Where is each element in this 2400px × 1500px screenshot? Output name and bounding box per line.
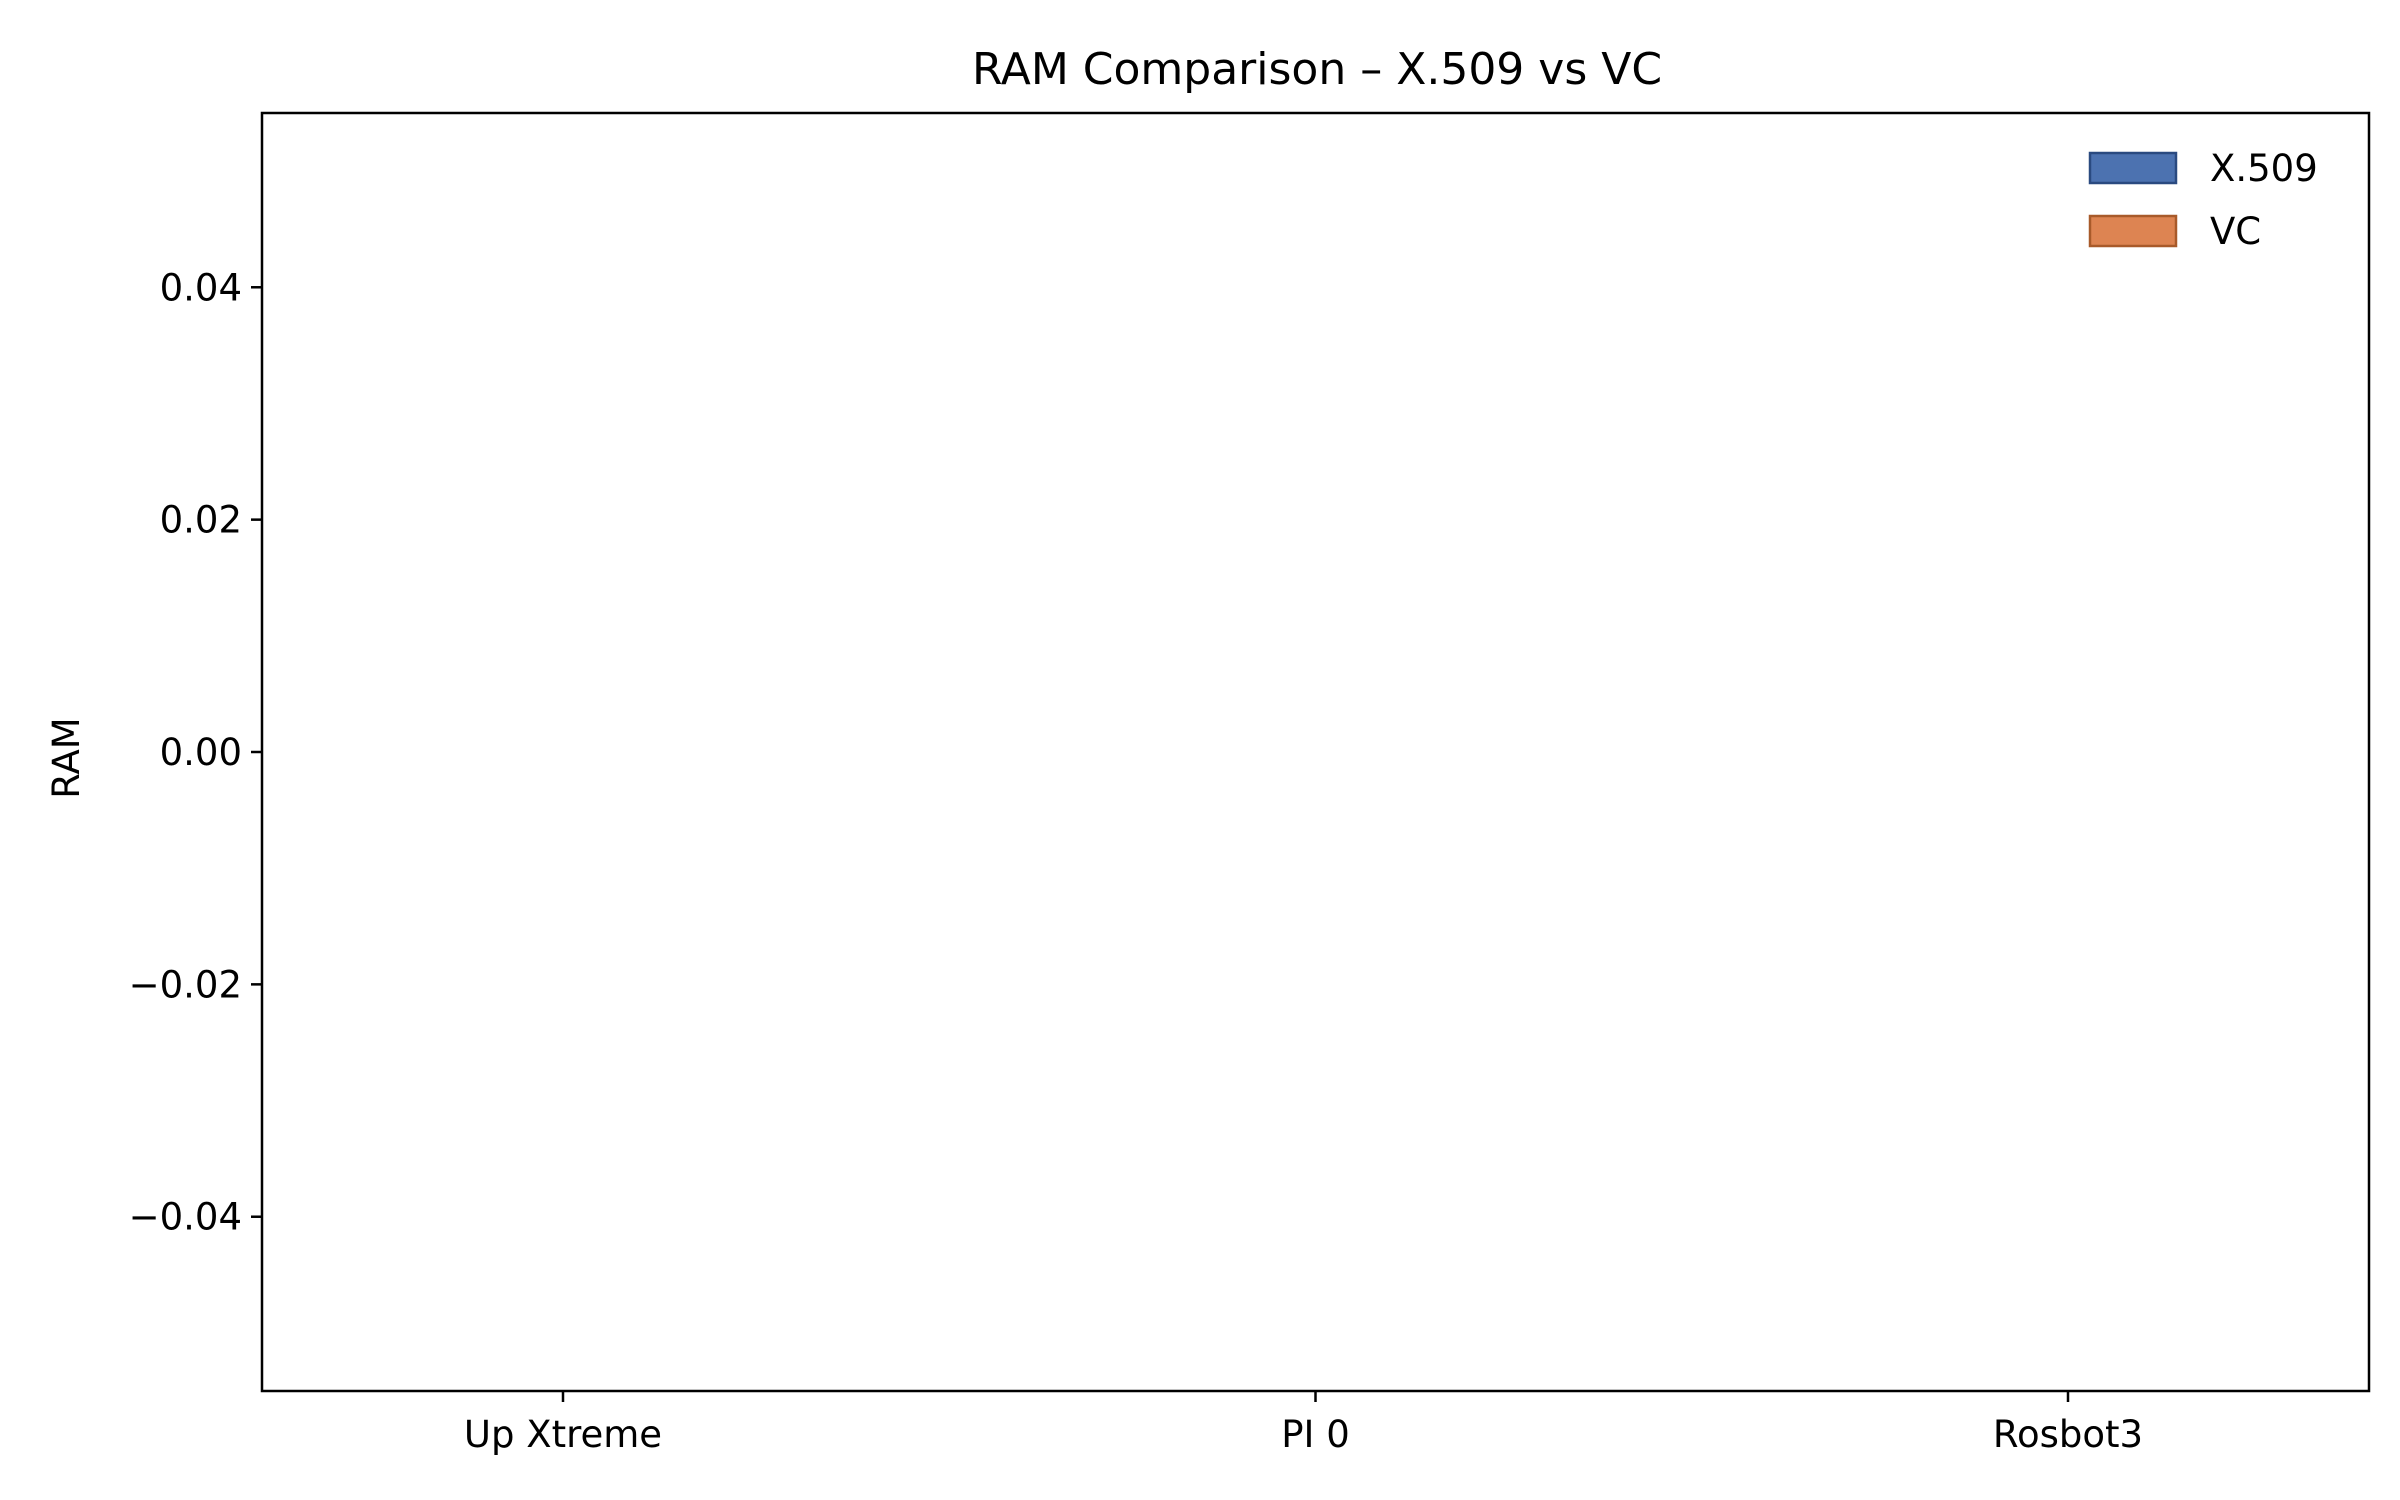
legend-swatch bbox=[2088, 214, 2178, 248]
y-tick-label: 0.02 bbox=[160, 499, 242, 542]
chart-title: RAM Comparison – X.509 vs VC bbox=[972, 44, 1662, 95]
y-axis: −0.04 −0.02 0.00 0.02 0.04 bbox=[129, 266, 262, 1239]
x-tick-label: Up Xtreme bbox=[464, 1413, 662, 1456]
x-axis: Up Xtreme PI 0 Rosbot3 bbox=[464, 1391, 2143, 1456]
legend-label: X.509 bbox=[2210, 147, 2318, 190]
legend: X.509 VC bbox=[2088, 147, 2318, 253]
legend-swatch bbox=[2088, 151, 2178, 185]
y-axis-label: RAM bbox=[45, 717, 88, 798]
legend-label: VC bbox=[2210, 210, 2261, 253]
x-tick-label: PI 0 bbox=[1281, 1413, 1350, 1456]
y-tick-label: −0.02 bbox=[129, 963, 242, 1006]
x-tick-label: Rosbot3 bbox=[1993, 1413, 2143, 1456]
y-tick-label: 0.00 bbox=[160, 731, 242, 774]
y-tick-label: 0.04 bbox=[160, 266, 242, 309]
y-tick-label: −0.04 bbox=[129, 1196, 242, 1239]
